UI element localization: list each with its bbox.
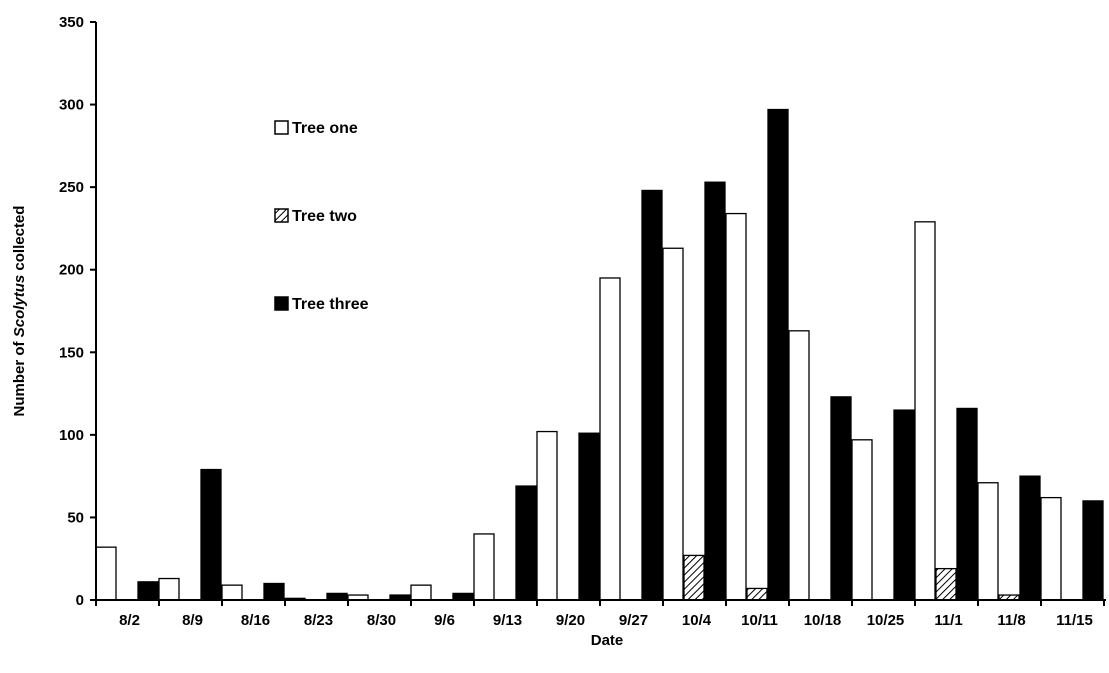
y-tick-label: 50 bbox=[67, 509, 84, 526]
bar-tree-one-11-8 bbox=[977, 482, 999, 601]
bar-tree-one-8-16 bbox=[221, 584, 243, 601]
x-tick-label: 8/9 bbox=[182, 612, 203, 629]
legend-swatch-tree-two bbox=[274, 208, 289, 223]
x-tick-label: 11/8 bbox=[997, 612, 1025, 629]
bar-tree-one-11-15 bbox=[1040, 496, 1062, 601]
bar-tree-one-11-1 bbox=[914, 221, 936, 601]
bar-tree-one-9-27 bbox=[599, 277, 621, 601]
x-tick-label: 8/30 bbox=[367, 612, 396, 629]
bar-tree-one-10-25 bbox=[851, 439, 873, 601]
legend: Tree one Tree two Tree three bbox=[274, 120, 369, 313]
y-tick-label: 150 bbox=[59, 344, 84, 361]
x-tick-label: 9/13 bbox=[493, 612, 522, 629]
x-tick-label: 11/15 bbox=[1056, 612, 1093, 629]
bar-tree-three-8-9 bbox=[200, 468, 222, 601]
bar-tree-three-9-20 bbox=[578, 432, 600, 601]
bar-tree-one-9-13 bbox=[473, 533, 495, 601]
x-tick-label: 10/11 bbox=[741, 612, 778, 629]
bar-tree-two-11-1 bbox=[935, 567, 957, 601]
bar-tree-one-8-9 bbox=[158, 577, 180, 601]
bar-tree-one-9-6 bbox=[410, 584, 432, 601]
x-tick-label: 9/27 bbox=[619, 612, 648, 629]
x-axis-title: Date bbox=[591, 632, 624, 649]
bar-tree-three-11-15 bbox=[1082, 500, 1104, 601]
y-title-italic: Scolytus bbox=[11, 275, 28, 338]
x-tick-label: 8/16 bbox=[241, 612, 270, 629]
bar-tree-three-10-4 bbox=[704, 181, 726, 601]
bar-tree-one-9-20 bbox=[536, 430, 558, 601]
axes: 0 50 100 150 200 250 300 350 8/2 8/9 8/16 8/23 8/30 9… bbox=[59, 14, 1106, 629]
bar-tree-one-10-4 bbox=[662, 247, 684, 601]
y-tick-label: 0 bbox=[76, 592, 84, 609]
y-tick-label: 250 bbox=[59, 179, 84, 196]
bar-tree-three-10-18 bbox=[830, 396, 852, 601]
legend-label-tree-one: Tree one bbox=[292, 120, 358, 137]
bar-tree-three-8-2 bbox=[137, 581, 159, 601]
bar-tree-one-10-18 bbox=[788, 330, 810, 601]
y-tick-label: 350 bbox=[59, 14, 84, 31]
bar-tree-one-8-2 bbox=[95, 546, 117, 601]
x-tick-label: 10/18 bbox=[804, 612, 842, 629]
y-title-part: Number of bbox=[11, 337, 28, 416]
bar-tree-one-10-11 bbox=[725, 212, 747, 601]
bar-tree-three-9-27 bbox=[641, 189, 663, 601]
x-tick-label: 9/6 bbox=[434, 612, 455, 629]
x-tick-label: 9/20 bbox=[556, 612, 585, 629]
bar-tree-three-9-13 bbox=[515, 485, 537, 601]
legend-label-tree-three: Tree three bbox=[292, 296, 369, 313]
x-tick-label: 8/2 bbox=[119, 612, 140, 629]
bar-tree-two-10-4 bbox=[683, 554, 705, 601]
legend-swatch-tree-three bbox=[274, 296, 289, 311]
bar-tree-three-11-1 bbox=[956, 407, 978, 601]
y-title-part: collected bbox=[11, 206, 28, 275]
x-tick-label: 10/4 bbox=[682, 612, 712, 629]
legend-label-tree-two: Tree two bbox=[292, 208, 357, 225]
x-tick-label: 10/25 bbox=[867, 612, 905, 629]
bar-tree-three-8-16 bbox=[263, 582, 285, 601]
x-tick-label: 11/1 bbox=[934, 612, 962, 629]
bar-tree-three-10-11 bbox=[767, 108, 789, 601]
y-tick-label: 300 bbox=[59, 97, 84, 114]
y-axis-title: Number of Scolytus collected bbox=[11, 206, 28, 417]
legend-swatch-tree-one bbox=[274, 120, 289, 135]
bar-tree-two-10-11 bbox=[746, 587, 768, 601]
bar-tree-three-10-25 bbox=[893, 409, 915, 601]
bars-layer bbox=[95, 108, 1104, 601]
bar-tree-three-11-8 bbox=[1019, 475, 1041, 601]
y-tick-label: 200 bbox=[59, 262, 84, 279]
x-tick-label: 8/23 bbox=[304, 612, 333, 629]
y-tick-label: 100 bbox=[59, 427, 84, 444]
